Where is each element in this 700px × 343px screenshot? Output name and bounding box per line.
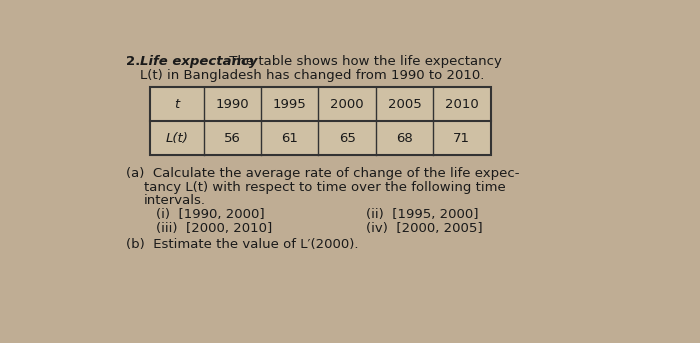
Text: (a)  Calculate the average rate of change of the life expec-: (a) Calculate the average rate of change… <box>126 167 519 180</box>
Text: (iv)  [2000, 2005]: (iv) [2000, 2005] <box>367 222 483 235</box>
FancyBboxPatch shape <box>150 87 491 155</box>
Text: (i)  [1990, 2000]: (i) [1990, 2000] <box>155 208 265 221</box>
Text: tancy L(t) with respect to time over the following time: tancy L(t) with respect to time over the… <box>144 180 506 193</box>
Text: L(t): L(t) <box>165 132 188 145</box>
Text: 2005: 2005 <box>388 98 421 111</box>
Text: 2000: 2000 <box>330 98 364 111</box>
Text: intervals.: intervals. <box>144 194 206 208</box>
Text: t: t <box>174 98 179 111</box>
Text: 56: 56 <box>224 132 241 145</box>
Text: 1990: 1990 <box>216 98 249 111</box>
Text: 61: 61 <box>281 132 298 145</box>
Text: The table shows how the life expectancy: The table shows how the life expectancy <box>225 55 503 68</box>
Text: 2.: 2. <box>126 55 141 68</box>
Text: Life expectancy: Life expectancy <box>140 55 258 68</box>
Text: 68: 68 <box>396 132 413 145</box>
Text: L(t) in Bangladesh has changed from 1990 to 2010.: L(t) in Bangladesh has changed from 1990… <box>140 69 484 82</box>
Text: 71: 71 <box>454 132 470 145</box>
Text: 2010: 2010 <box>445 98 479 111</box>
Text: 65: 65 <box>339 132 356 145</box>
Text: (iii)  [2000, 2010]: (iii) [2000, 2010] <box>155 222 272 235</box>
Text: (b)  Estimate the value of L′(2000).: (b) Estimate the value of L′(2000). <box>126 237 358 250</box>
Text: (ii)  [1995, 2000]: (ii) [1995, 2000] <box>367 208 479 221</box>
Text: 1995: 1995 <box>273 98 307 111</box>
